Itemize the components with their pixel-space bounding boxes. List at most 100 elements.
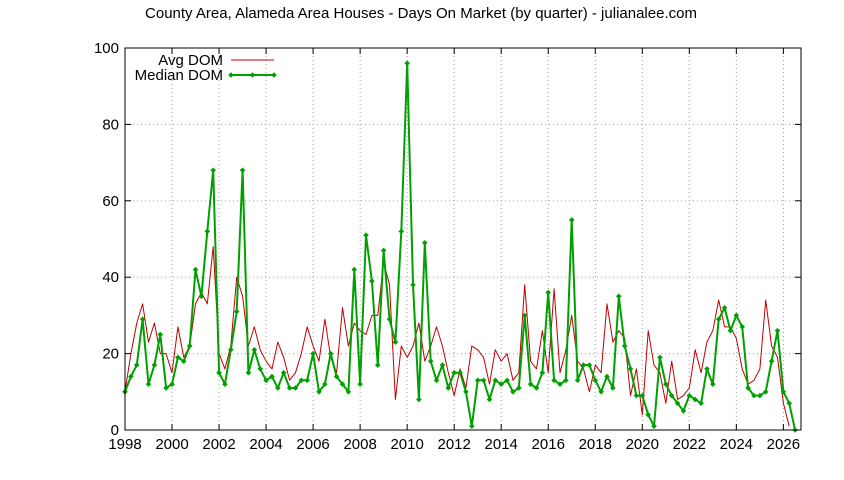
data-point	[433, 377, 440, 384]
data-point	[757, 392, 763, 399]
data-point	[345, 389, 352, 395]
series-layer	[122, 60, 798, 433]
x-tick-label: 2004	[249, 436, 282, 453]
data-point	[721, 304, 728, 311]
data-point	[733, 312, 740, 319]
x-tick-label: 2012	[437, 436, 470, 453]
data-point	[374, 362, 381, 368]
data-point	[639, 392, 646, 399]
data-point	[774, 327, 781, 334]
x-tick-label: 2022	[673, 436, 706, 453]
data-point	[474, 377, 481, 384]
data-point	[521, 312, 528, 319]
data-point	[633, 392, 640, 399]
data-point	[404, 60, 410, 67]
data-point	[586, 362, 593, 368]
data-point	[645, 411, 651, 418]
legend-marker	[271, 72, 277, 78]
data-point	[228, 346, 234, 353]
data-point	[469, 423, 475, 429]
data-point	[351, 266, 358, 273]
data-point	[698, 400, 704, 407]
data-point	[275, 385, 281, 391]
data-point	[233, 308, 240, 315]
data-point	[710, 381, 716, 387]
data-point	[516, 385, 522, 391]
data-point	[339, 381, 346, 387]
data-point	[133, 362, 140, 368]
y-tick-label: 60	[102, 193, 119, 210]
data-point	[198, 293, 205, 300]
data-point	[545, 289, 552, 296]
data-point	[263, 377, 269, 384]
data-point	[333, 373, 340, 380]
x-tick-label: 2018	[579, 436, 612, 453]
data-point	[762, 389, 769, 395]
data-point	[151, 362, 158, 368]
x-tick-label: 2000	[155, 436, 188, 453]
data-point	[527, 381, 534, 387]
data-point	[286, 385, 293, 391]
data-point	[427, 358, 434, 365]
data-point	[410, 282, 416, 288]
data-point	[439, 362, 446, 368]
data-point	[504, 377, 510, 384]
y-tick-label: 100	[94, 40, 119, 57]
data-point	[204, 228, 211, 235]
y-tick-label: 20	[102, 346, 119, 363]
data-point	[139, 316, 146, 323]
data-point	[327, 350, 334, 357]
data-point	[257, 366, 263, 372]
data-point	[316, 389, 322, 395]
data-point	[780, 389, 787, 395]
data-point	[416, 396, 422, 403]
data-point	[357, 381, 363, 387]
x-tick-label: 2014	[485, 436, 518, 453]
legend-marker	[228, 72, 234, 78]
data-point	[216, 369, 222, 376]
data-point	[392, 339, 399, 345]
data-point	[210, 167, 216, 174]
data-point	[451, 369, 457, 376]
data-point	[157, 331, 164, 338]
data-point	[533, 385, 540, 391]
data-point	[310, 350, 316, 357]
data-point	[251, 346, 258, 353]
plot-frame	[124, 47, 802, 431]
data-point	[492, 377, 499, 384]
data-point	[128, 373, 134, 380]
data-point	[768, 358, 775, 365]
data-point	[486, 396, 493, 403]
data-point	[557, 381, 563, 387]
data-point	[568, 217, 575, 223]
x-tick-label: 2010	[390, 436, 423, 453]
data-point	[369, 278, 375, 284]
y-tick-label: 0	[111, 422, 119, 439]
data-point	[498, 381, 505, 387]
data-point	[280, 369, 287, 376]
data-point	[322, 381, 328, 387]
data-point	[463, 389, 469, 395]
axes: 0 20 40 60 80 100 1998 2000 2002 2004 2006 2008 2010…	[94, 40, 801, 453]
data-point	[692, 396, 698, 403]
data-point	[163, 385, 169, 391]
data-point	[651, 423, 657, 429]
data-point	[786, 400, 793, 407]
data-point	[186, 343, 193, 349]
data-point	[739, 324, 746, 330]
data-point	[604, 373, 610, 380]
data-point	[539, 369, 546, 376]
data-point	[298, 377, 305, 384]
data-point	[510, 389, 516, 395]
chart-title: County Area, Alameda Area Houses - Days …	[145, 5, 697, 22]
data-point	[386, 316, 393, 323]
data-point	[657, 354, 663, 361]
data-point	[445, 385, 452, 391]
data-point	[363, 232, 369, 238]
data-point	[751, 392, 757, 399]
x-tick-label: 2008	[343, 436, 376, 453]
data-point	[621, 343, 628, 349]
x-tick-label: 2006	[296, 436, 329, 453]
